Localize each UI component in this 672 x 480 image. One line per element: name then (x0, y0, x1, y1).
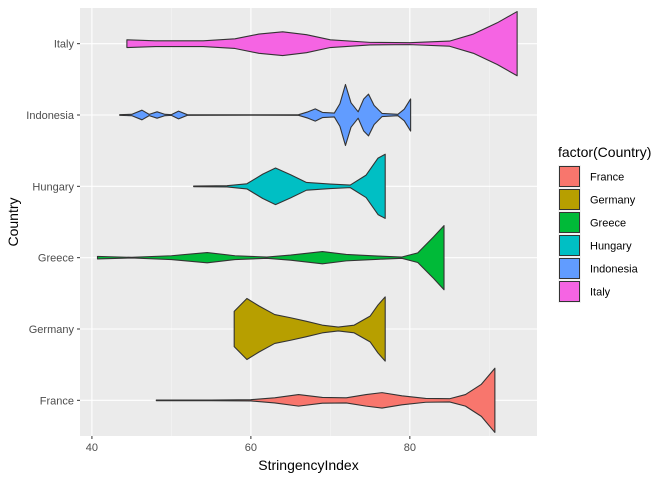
x-tick-label: 40 (86, 442, 98, 454)
y-axis-title: Country (5, 197, 21, 246)
y-axis: France Germany Greece Hungary Indonesia Italy (26, 39, 80, 407)
legend-swatch-indonesia (559, 258, 580, 279)
violin-hungary (193, 153, 386, 219)
violin-france (155, 367, 496, 433)
y-tick-label: Indonesia (26, 110, 75, 122)
x-tick-label: 60 (245, 442, 257, 454)
plot-panel (80, 8, 537, 436)
y-tick-label: Italy (54, 39, 75, 51)
violin-greece (96, 225, 445, 291)
legend-label: Germany (590, 195, 636, 207)
violin-indonesia (119, 83, 412, 147)
y-tick-label: Greece (38, 253, 74, 265)
legend-swatch-italy (559, 281, 580, 302)
violins (96, 11, 518, 433)
legend-label: Indonesia (590, 264, 639, 276)
legend-swatch-france (559, 166, 580, 187)
violin-germany (233, 296, 386, 362)
legend-label: France (590, 172, 624, 184)
x-tick-label: 80 (404, 442, 416, 454)
y-tick-label: Germany (29, 324, 75, 336)
legend-label: Italy (590, 287, 611, 299)
legend-title: factor(Country) (558, 144, 651, 160)
y-tick-label: France (40, 395, 74, 407)
legend-swatch-hungary (559, 235, 580, 256)
violin-italy (126, 11, 518, 77)
legend-label: Hungary (590, 241, 632, 253)
x-axis-title: StringencyIndex (258, 457, 358, 473)
y-tick-label: Hungary (32, 181, 74, 193)
x-axis: 40 60 80 (86, 436, 416, 454)
legend-label: Greece (590, 218, 626, 230)
legend: factor(Country) France Germany Greece Hunga… (558, 144, 651, 303)
legend-swatch-greece (559, 212, 580, 233)
legend-swatch-germany (559, 189, 580, 210)
